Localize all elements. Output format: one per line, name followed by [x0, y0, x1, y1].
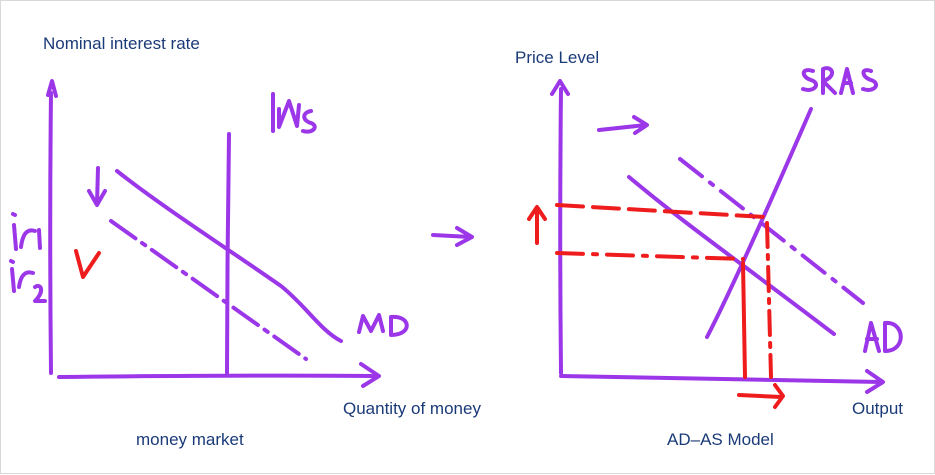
output-rise-arrow-icon	[737, 383, 785, 409]
money-market-graph	[9, 79, 409, 388]
ad-shifted-curve	[678, 157, 865, 305]
r2-handwriting	[9, 259, 47, 303]
equilibrium-guides	[555, 203, 773, 379]
ad-as-y-axis-label: Price Level	[515, 48, 600, 67]
money-market-caption: money market	[136, 430, 244, 449]
interest-rate-fall-arrow-icon	[74, 249, 101, 279]
money-market-y-axis-arrowhead	[46, 79, 58, 98]
price-level-2-dashed-line	[555, 251, 745, 261]
money-demand-down-arrow-icon	[87, 166, 107, 207]
ad-curve	[627, 175, 836, 336]
money-demand-shifted-curve	[109, 219, 308, 361]
price-level-1-dashed-line	[555, 203, 767, 219]
ad-as-graph	[550, 66, 903, 394]
ad-as-x-axis-arrowhead	[865, 369, 885, 394]
money-market-y-axis	[48, 91, 53, 375]
ad-as-x-axis	[559, 374, 883, 384]
ad-handwriting	[863, 320, 903, 353]
ad-as-x-axis-label: Output	[852, 399, 904, 418]
md-handwriting	[357, 313, 409, 337]
ad-shift-right-arrow-icon	[597, 115, 649, 135]
money-market-y-axis-label: Nominal interest rate	[43, 34, 200, 53]
output-2-dashed-line	[765, 221, 773, 379]
ad-as-caption: AD–AS Model	[667, 430, 774, 449]
transition-arrow-icon	[431, 226, 474, 247]
money-market-x-axis-label: Quantity of money	[343, 399, 481, 418]
ad-as-y-axis	[558, 87, 563, 375]
price-level-rise-arrow-icon	[527, 205, 547, 245]
sras-curve	[705, 107, 813, 339]
ms-handwriting	[271, 92, 317, 134]
output-1-line	[741, 261, 747, 379]
money-market-x-axis-arrowhead	[359, 362, 381, 388]
sras-handwriting	[801, 66, 878, 95]
r1-handwriting	[11, 212, 42, 251]
money-demand-curve	[115, 169, 343, 343]
money-market-x-axis	[57, 373, 377, 379]
ad-as-y-axis-arrowhead	[550, 79, 570, 96]
money-supply-curve	[225, 132, 231, 375]
